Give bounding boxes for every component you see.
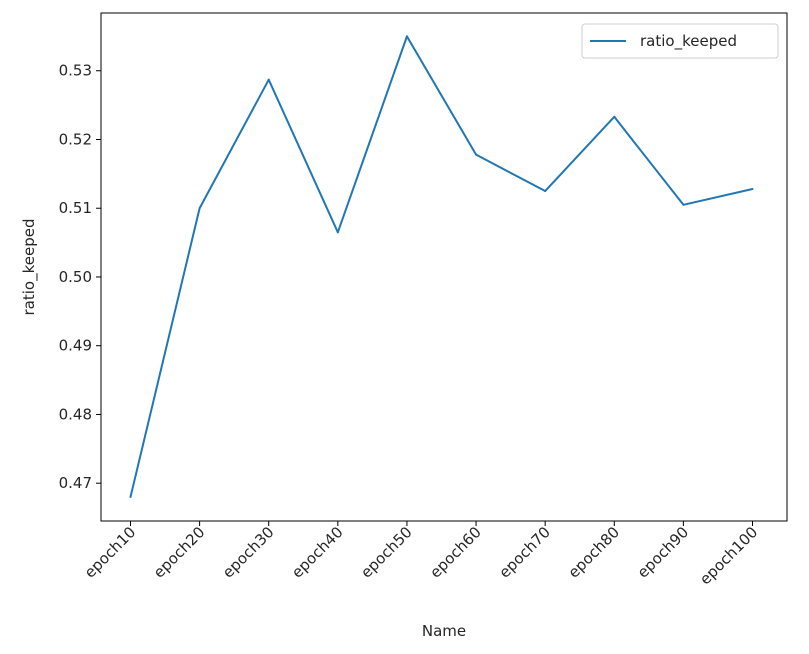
x-tick-label-epoch100: epoch100: [696, 523, 761, 588]
y-tick-label-0.52: 0.52: [59, 130, 92, 148]
data-point-epoch80: [613, 115, 616, 118]
data-point-epoch30: [267, 78, 270, 81]
data-point-epoch10: [129, 495, 132, 498]
data-point-epoch100: [751, 187, 754, 190]
y-tick-label-0.53: 0.53: [59, 62, 92, 80]
data-point-epoch90: [682, 203, 685, 206]
plot-frame: [100, 12, 788, 522]
y-tick-label-0.48: 0.48: [59, 405, 92, 423]
legend-label-ratio-keeped: ratio_keeped: [640, 32, 737, 51]
y-tick-label-0.47: 0.47: [59, 474, 92, 492]
x-axis-label: Name: [422, 622, 466, 640]
series-line-ratio-keeped: [129, 35, 753, 498]
data-point-epoch60: [475, 153, 478, 156]
y-tick-label-0.50: 0.50: [59, 268, 92, 286]
data-point-epoch50: [405, 35, 408, 38]
x-tick-label-epoch20: epoch20: [150, 523, 209, 582]
data-point-epoch40: [336, 231, 339, 234]
y-tick-label-0.49: 0.49: [59, 337, 92, 355]
data-point-epoch70: [544, 190, 547, 193]
y-tick-label-0.51: 0.51: [59, 199, 92, 217]
x-tick-label-epoch90: epoch90: [634, 523, 693, 582]
y-axis-ticks: 0.47 0.48 0.49 0.50 0.51 0.52 0.53: [59, 62, 101, 492]
legend-box: [581, 23, 779, 59]
y-axis-label: ratio_keeped: [20, 219, 39, 316]
x-tick-label-epoch70: epoch70: [495, 523, 554, 582]
x-tick-label-epoch40: epoch40: [288, 523, 347, 582]
legend: ratio_keeped: [581, 23, 779, 59]
x-axis-ticks: epoch10 epoch20 epoch30 epoch40 epoch50 epoch…: [81, 521, 761, 588]
series-layer: [129, 35, 754, 498]
x-tick-label-epoch80: epoch80: [565, 523, 624, 582]
x-tick-label-epoch60: epoch60: [426, 523, 485, 582]
x-tick-label-epoch50: epoch50: [357, 523, 416, 582]
x-tick-label-epoch10: epoch10: [81, 523, 140, 582]
data-point-epoch20: [198, 207, 201, 210]
x-tick-label-epoch30: epoch30: [219, 523, 278, 582]
